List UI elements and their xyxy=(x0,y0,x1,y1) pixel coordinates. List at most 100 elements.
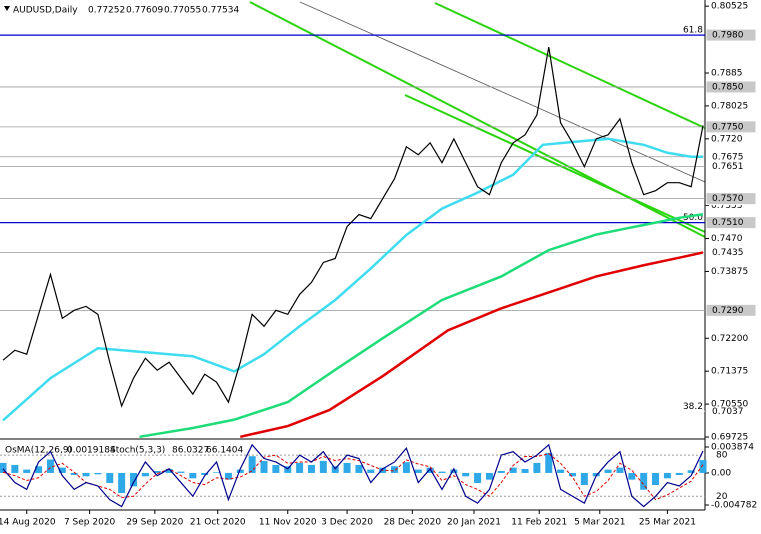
osma-bar xyxy=(663,472,671,479)
osma-bar xyxy=(402,462,410,473)
osc-tick-label: 0.00 xyxy=(711,468,731,478)
osma-bar xyxy=(628,472,636,480)
stoch-tick-label: 80 xyxy=(716,451,728,461)
osma-bar xyxy=(106,472,114,484)
osma-bar xyxy=(141,472,149,477)
osma-bar xyxy=(462,472,470,477)
osma-bar xyxy=(568,472,576,477)
y-tick-label: 0.70550 xyxy=(711,400,748,410)
fib-label: 61.8 xyxy=(683,26,703,36)
level-label-box xyxy=(705,192,757,206)
level-label: 0.7675 xyxy=(712,152,744,162)
level-label: 0.7290 xyxy=(712,306,744,316)
osma-bar xyxy=(296,462,304,473)
y-tick-label: 0.71375 xyxy=(711,367,748,377)
osma-bar xyxy=(70,472,78,475)
x-tick-label: 7 Sep 2020 xyxy=(64,518,116,528)
osma-bar xyxy=(0,462,7,473)
ohlc-value: 0.77252 xyxy=(88,6,125,16)
stoch-signal xyxy=(2,453,704,501)
osma-bar xyxy=(35,466,43,473)
osma-title: OsMA(12,26,9) xyxy=(5,446,72,456)
level-label: 0.7510 xyxy=(712,218,744,228)
level-label: 0.7570 xyxy=(712,194,744,204)
trendline xyxy=(299,1,706,183)
osma-bar xyxy=(272,464,280,473)
osma-bar xyxy=(11,464,19,473)
osma-bar xyxy=(687,470,695,473)
osma-bar xyxy=(426,467,434,473)
osma-bar xyxy=(82,472,90,477)
osma-bar xyxy=(224,472,232,480)
x-tick-label: 28 Dec 2020 xyxy=(384,518,442,528)
osma-bar xyxy=(130,472,138,487)
osma-bar xyxy=(652,472,660,486)
osma-bar xyxy=(58,467,66,473)
level-label-box xyxy=(705,80,757,94)
osma-bar xyxy=(474,472,482,484)
osma-bar xyxy=(46,459,54,473)
osma-bar xyxy=(307,464,315,473)
osma-bar xyxy=(699,460,707,473)
osma-bar xyxy=(580,472,588,486)
trendlines xyxy=(249,1,706,238)
osma-bar xyxy=(533,462,541,473)
osma-bar xyxy=(485,472,493,480)
fib-label: 50.0 xyxy=(683,213,703,223)
osma-bar xyxy=(497,470,505,473)
ohlc-value: 0.77534 xyxy=(202,6,239,16)
x-tick-label: 29 Sep 2020 xyxy=(126,518,183,528)
y-tick-label: 0.69725 xyxy=(711,433,748,443)
level-label: 0.7037 xyxy=(712,407,744,417)
osma-bar xyxy=(260,460,268,473)
fib-label: 38.2 xyxy=(683,402,703,412)
osma-bar xyxy=(640,472,648,490)
x-tick-label: 11 Feb 2021 xyxy=(511,518,567,528)
x-tick-label: 11 Nov 2020 xyxy=(259,518,317,528)
x-tick-label: 5 Mar 2021 xyxy=(574,518,625,528)
price-line xyxy=(2,46,704,408)
osma-bar xyxy=(153,470,161,473)
osma-bar xyxy=(94,472,102,475)
y-tick-label: 0.7470 xyxy=(711,234,743,244)
ohlc-value: 0.77609 xyxy=(126,6,163,16)
channel-line xyxy=(404,94,706,233)
osma-bar xyxy=(367,469,375,473)
level-label: 0.7750 xyxy=(712,122,744,132)
chart-title: AUDUSD,Daily xyxy=(13,6,78,16)
osma-bar xyxy=(438,471,446,473)
osma-bar xyxy=(343,462,351,473)
level-label-box xyxy=(705,303,757,317)
osma-bar xyxy=(414,469,422,473)
osma-bar xyxy=(319,460,327,473)
x-tick-label: 21 Oct 2020 xyxy=(190,518,246,528)
x-tick-label: 14 Aug 2020 xyxy=(0,518,56,528)
osma-bar xyxy=(675,472,683,475)
channel-line xyxy=(434,2,706,129)
osma-bar xyxy=(213,472,221,473)
y-tick-label: 0.7553 xyxy=(711,201,743,211)
osma-bar xyxy=(248,456,256,473)
x-tick-label: 20 Jan 2021 xyxy=(447,518,501,528)
osma-bar xyxy=(604,469,612,473)
x-tick-label: 3 Dec 2020 xyxy=(321,518,373,528)
y-tick-label: 0.73875 xyxy=(711,267,748,277)
osma-bar xyxy=(557,469,565,473)
symbol-icon xyxy=(4,6,10,11)
stoch-main-value: 86.0327 xyxy=(172,446,209,456)
y-tick-label: 0.78025 xyxy=(711,101,748,111)
osma-bar xyxy=(355,464,363,473)
level-label: 0.7850 xyxy=(712,82,744,92)
y-tick-label: 0.72200 xyxy=(711,334,748,344)
osma-bar xyxy=(189,472,197,479)
osma-bar xyxy=(616,467,624,473)
ohlc-value: 0.77055 xyxy=(164,6,201,16)
osc-tick-label: 0.003874 xyxy=(711,443,754,453)
osma-bar xyxy=(450,469,458,473)
osma-bar xyxy=(521,468,529,473)
osma-bar xyxy=(545,452,553,473)
y-tick-label: 0.7720 xyxy=(711,134,743,144)
osma-bar xyxy=(118,472,126,494)
osc-tick-label: -0.004782 xyxy=(711,500,757,510)
